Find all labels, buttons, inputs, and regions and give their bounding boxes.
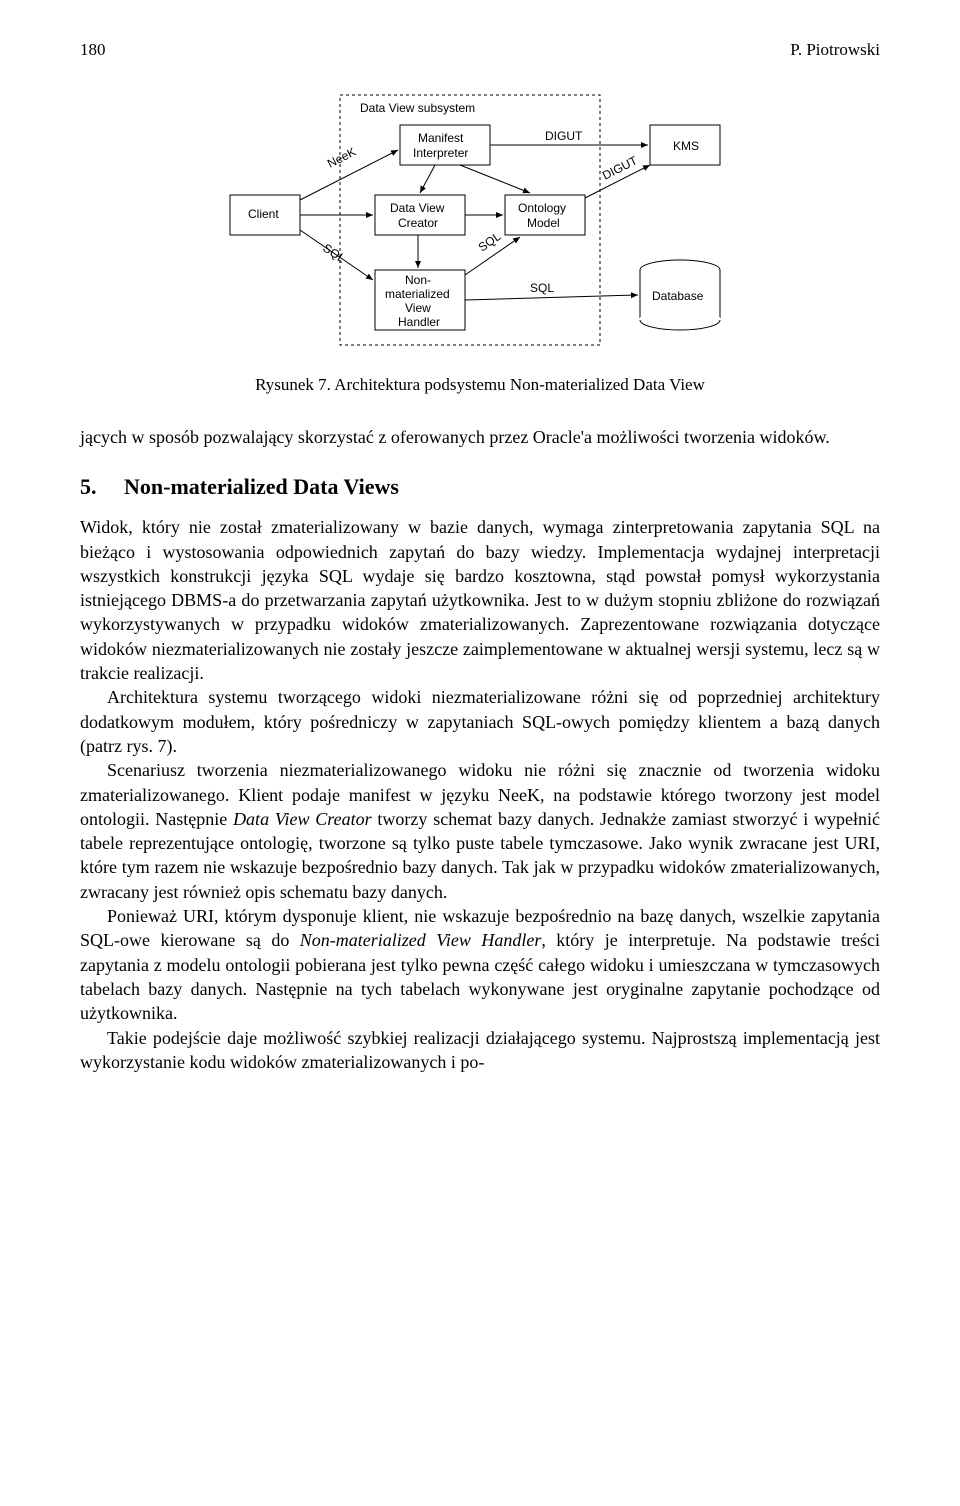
page-root: 180 P. Piotrowski Data View subsystem Cl… (0, 0, 960, 1114)
page-number: 180 (80, 40, 106, 60)
p4-italic: Non-materialized View Handler (300, 930, 542, 950)
body-paragraph-3: Scenariusz tworzenia niezmaterializowane… (80, 758, 880, 904)
edge-digut-2: DIGUT (600, 153, 640, 183)
body-paragraph-2: Architektura systemu tworzącego widoki n… (80, 685, 880, 758)
diagram-svg: Data View subsystem Client Manifest Inte… (200, 80, 760, 360)
lead-paragraph: jących w sposób pozwalający skorzystać z… (80, 425, 880, 449)
handler-node-4: Handler (398, 315, 440, 329)
manifest-node-2: Interpreter (413, 146, 468, 160)
creator-node-1: Data View (390, 201, 445, 215)
section-title-text: Non-materialized Data Views (124, 474, 399, 499)
page-header: 180 P. Piotrowski (80, 40, 880, 60)
ontology-node-1: Ontology (518, 201, 566, 215)
architecture-diagram: Data View subsystem Client Manifest Inte… (80, 80, 880, 360)
body-paragraph-4: Ponieważ URI, którym dysponuje klient, n… (80, 904, 880, 1025)
handler-node-3: View (405, 301, 431, 315)
body-paragraph-1: Widok, który nie został zmaterializowany… (80, 515, 880, 685)
section-number: 5. (80, 474, 124, 500)
manifest-node-1: Manifest (418, 131, 464, 145)
figure-caption: Rysunek 7. Architektura podsystemu Non-m… (80, 375, 880, 395)
author-name: P. Piotrowski (790, 40, 880, 60)
ontology-node-2: Model (527, 216, 560, 230)
section-heading: 5.Non-materialized Data Views (80, 474, 880, 500)
subsystem-label: Data View subsystem (360, 101, 475, 115)
handler-node-1: Non- (405, 273, 431, 287)
p3-italic: Data View Creator (233, 809, 372, 829)
edge-sql-1: SQL (320, 241, 348, 266)
edge-sql-3: SQL (530, 281, 554, 295)
edge-neek: NeeK (325, 145, 358, 171)
edge-digut-1: DIGUT (545, 129, 583, 143)
handler-node-2: materialized (385, 287, 450, 301)
creator-node-2: Creator (398, 216, 438, 230)
kms-node: KMS (673, 139, 699, 153)
database-node: Database (652, 289, 704, 303)
client-node: Client (248, 207, 279, 221)
body-paragraph-5: Takie podejście daje możliwość szybkiej … (80, 1026, 880, 1075)
